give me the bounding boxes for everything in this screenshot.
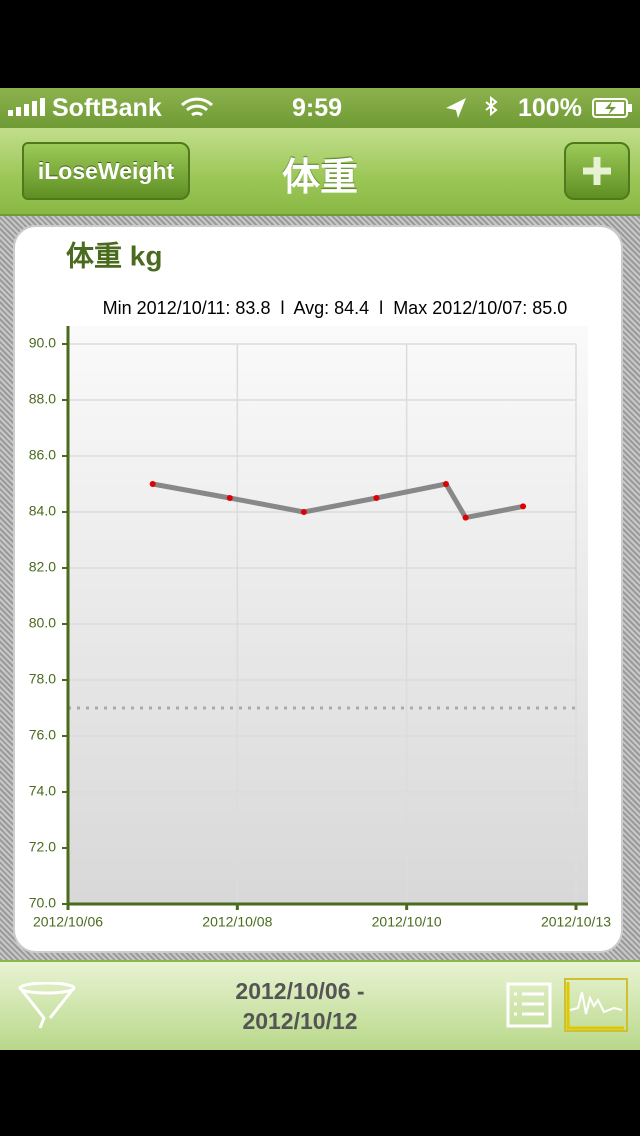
chart-title: 体重 kg (66, 240, 162, 271)
navigation-bar: iLoseWeight 体重 (0, 128, 640, 216)
y-tick-label: 72.0 (29, 839, 56, 855)
y-tick-label: 82.0 (29, 559, 56, 575)
plot-area (68, 326, 588, 904)
data-point (373, 495, 380, 501)
battery-level: 100% (518, 94, 582, 122)
x-tick-label: 2012/10/13 (541, 914, 611, 930)
x-tick-label: 2012/10/06 (33, 914, 103, 930)
plus-icon (583, 157, 611, 185)
toolbar: 2012/10/06 - 2012/10/12 (0, 960, 640, 1050)
x-tick-label: 2012/10/08 (202, 914, 272, 930)
nav-title: 体重 (281, 157, 358, 199)
status-bar: SoftBank 9:59 100% (0, 88, 640, 128)
x-tick-label: 2012/10/10 (372, 914, 442, 930)
chart-view-button[interactable] (564, 978, 628, 1032)
range-from: 2012/10/06 - (235, 978, 365, 1004)
add-button[interactable] (564, 142, 630, 200)
y-tick-label: 80.0 (29, 615, 56, 631)
data-point (462, 514, 469, 521)
clock: 9:59 (292, 94, 343, 122)
filter-button[interactable] (18, 982, 78, 1030)
y-tick-label: 84.0 (29, 503, 56, 519)
y-tick-label: 74.0 (29, 783, 56, 799)
y-tick-label: 88.0 (29, 391, 56, 407)
signal-icon (8, 98, 45, 116)
date-range[interactable]: 2012/10/06 - 2012/10/12 (180, 976, 420, 1036)
y-tick-label: 70.0 (29, 895, 56, 911)
status-icons (446, 96, 498, 118)
back-button[interactable]: iLoseWeight (22, 142, 190, 200)
wifi-icon (180, 97, 214, 117)
data-point (520, 503, 527, 510)
list-view-button[interactable] (506, 982, 552, 1028)
y-tick-label: 78.0 (29, 671, 56, 687)
range-to: 2012/10/12 (242, 1008, 358, 1034)
data-point (149, 481, 156, 487)
y-tick-label: 86.0 (29, 447, 56, 463)
y-tick-label: 90.0 (29, 335, 56, 351)
data-point (300, 509, 307, 515)
carrier: SoftBank (52, 94, 162, 122)
chart-subtitle: Min 2012/10/11: 83.8 l Avg: 84.4 l Max 2… (103, 298, 568, 318)
data-point (442, 481, 449, 487)
battery-icon (592, 98, 632, 118)
data-point (226, 495, 233, 501)
y-tick-label: 76.0 (29, 727, 56, 743)
